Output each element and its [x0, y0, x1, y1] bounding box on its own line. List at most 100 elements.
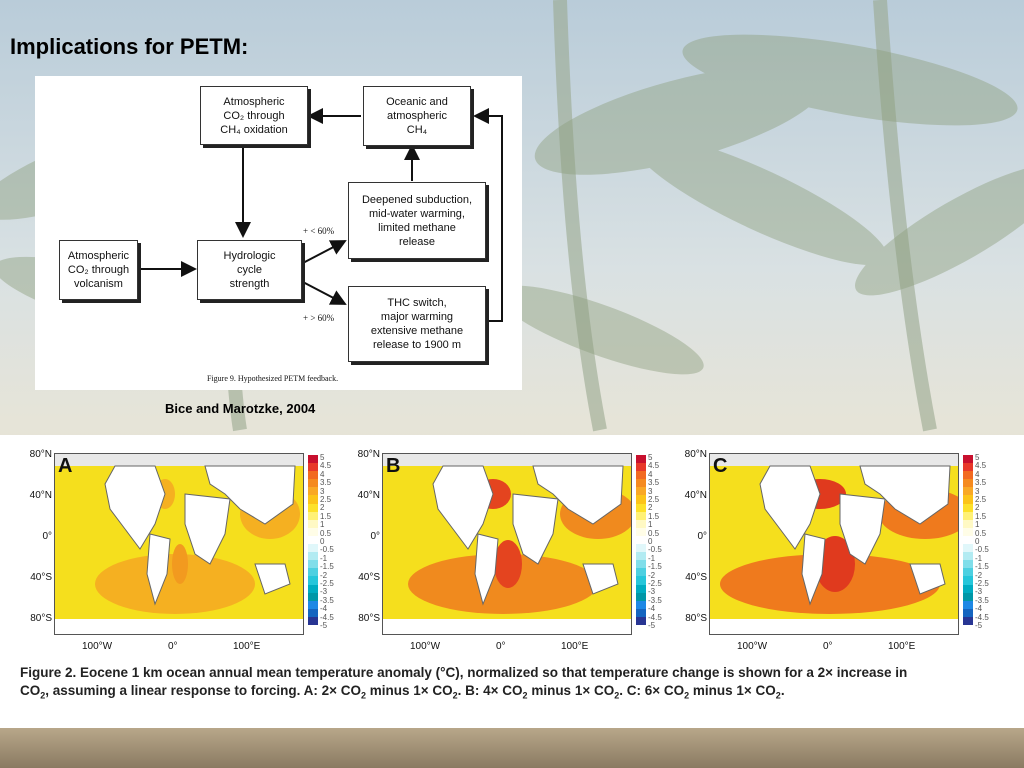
colorbar-tick-label: 1	[320, 520, 325, 530]
colorbar-tick-label: -4.5	[975, 612, 989, 622]
box-atmospheric-co2-ch4-oxidation: Atmospheric CO₂ through CH₄ oxidation	[200, 86, 308, 145]
colorbar-swatch	[308, 527, 318, 536]
caption-text: . C: 6× CO	[619, 683, 685, 698]
colorbar-tick-label: 2.5	[648, 495, 660, 504]
ocean-temperature-map	[709, 453, 959, 635]
colorbar-swatch	[636, 511, 646, 520]
colorbar-tick-label: 0.5	[648, 528, 660, 538]
colorbar-tick-label: 2.5	[975, 495, 987, 504]
colorbar-swatch	[636, 608, 646, 617]
subscript: 2	[775, 690, 781, 701]
colorbar-swatch	[963, 487, 973, 496]
caption-text: . B: 4× CO	[457, 683, 523, 698]
caption-text: , assuming a linear response to forcing.…	[45, 683, 361, 698]
colorbar-tick-label: -1.5	[975, 562, 989, 572]
lat-tick-label: 80°N	[29, 449, 52, 460]
lon-tick-label: 0°	[168, 641, 178, 652]
colorbar-tick-label: -2	[975, 570, 983, 580]
colorbar-tick-label: 4	[975, 469, 980, 479]
lat-tick-label: 40°N	[29, 490, 52, 501]
colorbar-swatch	[963, 608, 973, 617]
colorbar-tick-label: 5	[648, 453, 653, 462]
colorbar-tick-label: -0.5	[975, 545, 989, 555]
label-less-than-60: + < 60%	[303, 226, 335, 236]
colorbar-tick-label: 4.5	[320, 461, 332, 471]
colorbar-swatch	[963, 511, 973, 520]
caption-text: CO	[20, 683, 41, 698]
colorbar-tick-label: 0	[648, 537, 653, 546]
box-line: major warming	[380, 311, 454, 323]
lat-tick-label: 80°S	[30, 613, 52, 624]
lat-tick-label: 40°N	[357, 490, 380, 501]
colorbar-tick-label: -5	[648, 621, 656, 630]
colorbar-swatch	[308, 471, 318, 480]
lon-tick-label: 100°W	[82, 641, 113, 652]
colorbar-tick-label: 1.5	[648, 511, 660, 521]
box-line: CH₄	[406, 124, 428, 136]
colorbar-tick-label: -3.5	[975, 595, 989, 605]
colorbar-tick-label: 5	[320, 453, 325, 462]
colorbar-tick-label: -2.5	[320, 579, 334, 588]
colorbar-swatch	[308, 584, 318, 593]
panel-letter: B	[386, 455, 401, 477]
colorbar-swatch	[963, 616, 973, 625]
colorbar-swatch	[636, 519, 646, 528]
colorbar-swatch	[963, 527, 973, 536]
colorbar-tick-label: -3	[975, 587, 983, 597]
colorbar-swatch	[963, 600, 973, 609]
maps-figure: 80°N 40°N 0° 40°S 80°S A 100°W 0° 100°E 5 4.5 4 3.5 3…	[0, 435, 1024, 728]
colorbar-swatch	[963, 519, 973, 528]
colorbar-swatch	[963, 560, 973, 569]
colorbar-swatch	[636, 568, 646, 577]
label-greater-than-60: + > 60%	[303, 313, 335, 323]
map-panel-b: 80°N 40°N 0° 40°S 80°S B 100°W 0° 100°E 5 4.5 4 3.5 3…	[346, 449, 676, 652]
colorbar-swatch	[963, 576, 973, 585]
colorbar-swatch	[308, 503, 318, 512]
citation: Bice and Marotzke, 2004	[165, 401, 316, 416]
colorbar-tick-label: 2	[320, 503, 325, 513]
lat-tick-label: 0°	[697, 531, 707, 542]
colorbar-tick-label: -1.5	[320, 562, 334, 572]
box-deepened-subduction: Deepened subduction, mid-water warming, …	[348, 182, 486, 259]
colorbar-tick-label: 1.5	[975, 511, 987, 521]
colorbar-swatch	[308, 552, 318, 561]
diagram-arrows	[138, 108, 503, 322]
colorbar-swatch	[636, 560, 646, 569]
colorbar-swatch	[636, 495, 646, 504]
colorbar-swatch	[308, 608, 318, 617]
colorbar-swatch	[308, 463, 318, 472]
box-line: Deepened subduction,	[361, 193, 473, 206]
box-line: Atmospheric	[67, 250, 130, 262]
box-thc-switch: THC switch, major warming extensive meth…	[348, 286, 486, 362]
slide-title: Implications for PETM:	[10, 34, 249, 59]
box-line: mid-water warming,	[369, 207, 465, 220]
colorbar-tick-label: 2	[648, 503, 653, 513]
colorbar-swatch	[308, 511, 318, 520]
box-line: limited methane	[378, 221, 456, 234]
colorbar	[963, 455, 973, 625]
colorbar-swatch	[963, 463, 973, 472]
box-line: strength	[229, 278, 270, 290]
colorbar-tick-label: 0.5	[320, 528, 332, 538]
figure-9-caption: Figure 9. Hypothesized PETM feedback.	[207, 374, 339, 383]
subscript: 2	[360, 690, 366, 701]
colorbar-swatch	[308, 455, 318, 464]
colorbar-swatch	[308, 487, 318, 496]
box-line: CO₂ through	[67, 264, 130, 276]
colorbar-swatch	[636, 535, 646, 545]
lon-tick-label: 100°W	[737, 641, 768, 652]
colorbar-tick-label: 3	[648, 486, 653, 496]
colorbar-tick-label: 5	[975, 453, 980, 462]
colorbar-swatch	[636, 463, 646, 472]
box-line: Hydrologic	[223, 250, 276, 262]
colorbar-swatch	[308, 560, 318, 569]
colorbar-tick-label: 3	[975, 486, 980, 496]
colorbar-swatch	[963, 455, 973, 464]
colorbar-swatch	[636, 527, 646, 536]
caption-line-2: CO2, assuming a linear response to forci…	[20, 682, 1010, 705]
subscript: 2	[614, 690, 620, 701]
colorbar-tick-label: 2	[975, 503, 980, 513]
box-line: THC switch,	[387, 297, 447, 309]
colorbar-swatch	[308, 519, 318, 528]
colorbar-swatch	[963, 552, 973, 561]
